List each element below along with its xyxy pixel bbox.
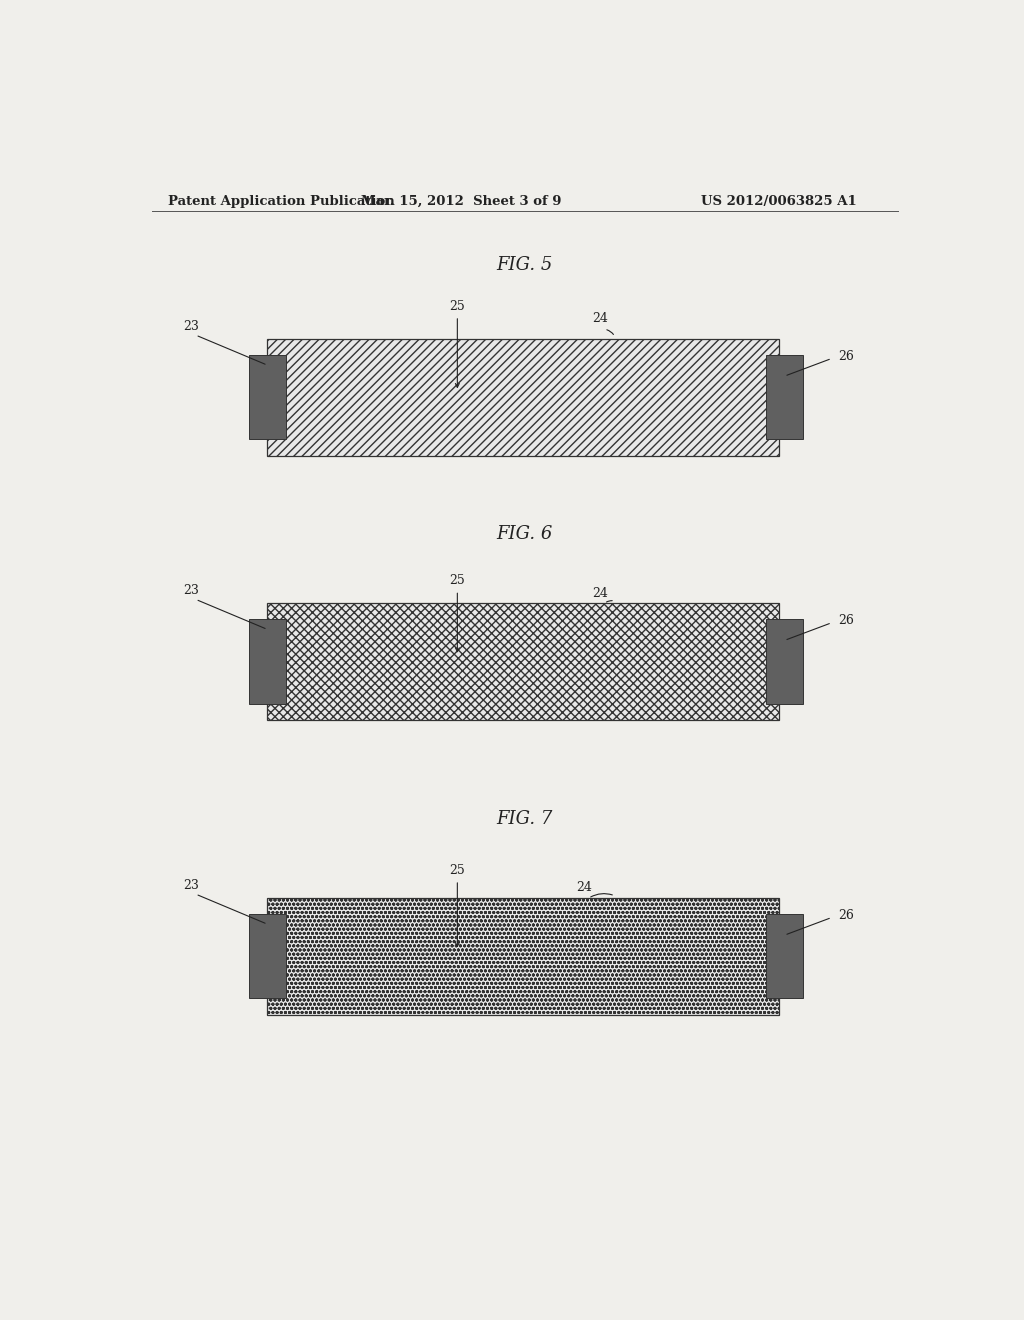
Text: 26: 26 (839, 909, 854, 921)
Text: Patent Application Publication: Patent Application Publication (168, 194, 394, 207)
Text: FIG. 7: FIG. 7 (497, 810, 553, 828)
Text: FIG. 5: FIG. 5 (497, 256, 553, 275)
Bar (250, 355, 286, 440)
FancyArrowPatch shape (591, 894, 612, 898)
Text: 23: 23 (183, 585, 200, 597)
Text: 25: 25 (450, 300, 465, 313)
Text: 26: 26 (839, 614, 854, 627)
Text: 25: 25 (450, 574, 465, 587)
Bar (250, 619, 286, 704)
Text: US 2012/0063825 A1: US 2012/0063825 A1 (700, 194, 857, 207)
FancyArrowPatch shape (606, 601, 612, 602)
Bar (250, 915, 286, 998)
Text: 25: 25 (450, 865, 465, 876)
Text: 24: 24 (577, 882, 592, 894)
Text: 24: 24 (592, 312, 608, 325)
Text: Mar. 15, 2012  Sheet 3 of 9: Mar. 15, 2012 Sheet 3 of 9 (361, 194, 561, 207)
Bar (766, 915, 803, 998)
Text: FIG. 6: FIG. 6 (497, 525, 553, 544)
Bar (267, 898, 778, 1015)
FancyArrowPatch shape (607, 330, 613, 334)
Bar (766, 619, 803, 704)
Text: 23: 23 (183, 319, 200, 333)
Bar (267, 603, 778, 719)
Text: 26: 26 (839, 350, 854, 363)
Text: 23: 23 (183, 879, 200, 892)
Bar (267, 339, 778, 455)
Bar (766, 355, 803, 440)
Text: 24: 24 (592, 586, 608, 599)
